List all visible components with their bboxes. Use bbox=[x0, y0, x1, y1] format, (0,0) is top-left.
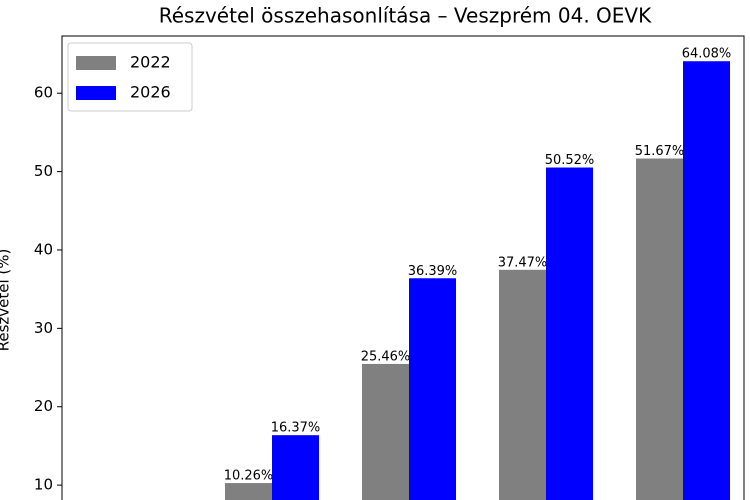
value-label: 50.52% bbox=[545, 153, 595, 168]
value-label: 51.67% bbox=[635, 144, 685, 159]
legend-swatch bbox=[76, 56, 116, 70]
bar bbox=[272, 435, 319, 500]
value-label: 10.26% bbox=[224, 469, 274, 484]
bar bbox=[225, 483, 272, 500]
y-tick-label: 60 bbox=[34, 84, 53, 102]
bar bbox=[409, 278, 456, 500]
value-label: 37.47% bbox=[498, 255, 548, 270]
bar bbox=[546, 167, 593, 500]
y-axis-label: Részvétel (%) bbox=[0, 249, 13, 352]
y-tick-label: 10 bbox=[34, 476, 53, 494]
value-label: 16.37% bbox=[271, 421, 321, 436]
y-tick-label: 40 bbox=[34, 240, 53, 258]
legend-swatch bbox=[76, 86, 116, 100]
bar bbox=[636, 158, 683, 500]
value-label: 36.39% bbox=[408, 264, 458, 279]
y-tick-label: 50 bbox=[34, 162, 53, 180]
y-tick-label: 20 bbox=[34, 397, 53, 415]
bar bbox=[362, 363, 409, 500]
plot-frame bbox=[61, 35, 745, 500]
legend-label: 2026 bbox=[130, 83, 171, 102]
bar bbox=[499, 269, 546, 500]
legend-label: 2022 bbox=[130, 53, 171, 72]
value-label: 25.46% bbox=[361, 349, 411, 364]
value-label: 64.08% bbox=[682, 47, 732, 62]
chart-title: Részvétel összehasonlítása – Veszprém 04… bbox=[159, 4, 652, 28]
y-tick-label: 30 bbox=[34, 319, 53, 337]
bar bbox=[683, 61, 730, 500]
